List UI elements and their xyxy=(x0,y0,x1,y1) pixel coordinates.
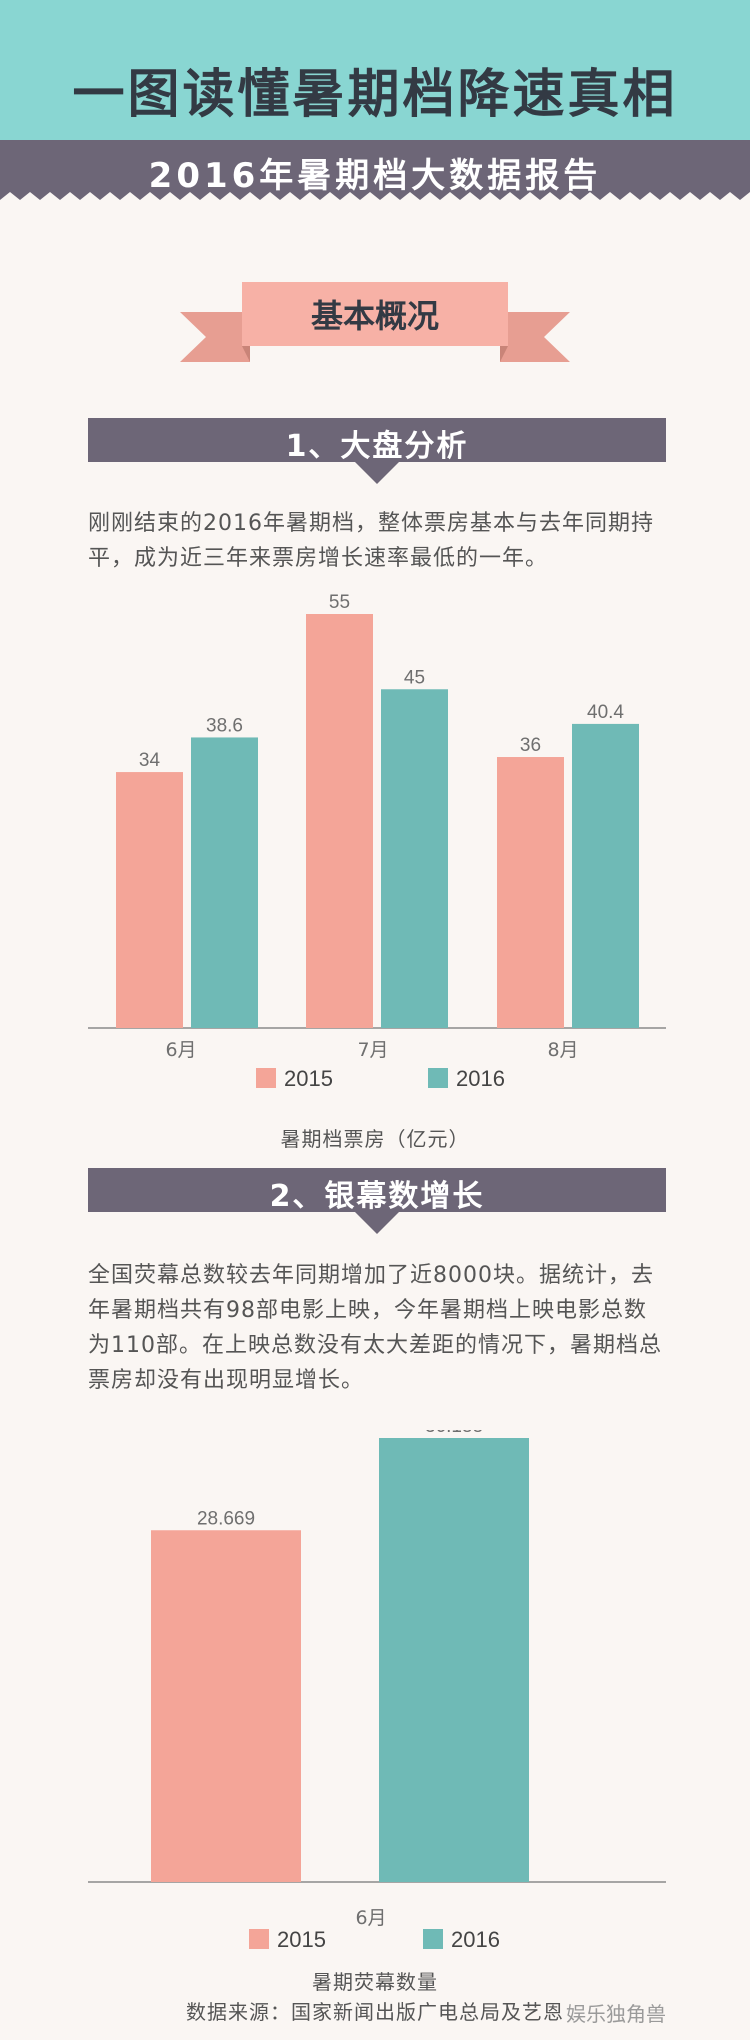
value-label-2015-1: 55 xyxy=(329,592,350,613)
chart2-caption: 暑期荧幕数量 xyxy=(312,1970,438,1994)
bar-2015-0 xyxy=(116,772,183,1028)
box-office-chart: 34 38.6 6月 55 45 7月 36 40.4 8月 2015 2016 xyxy=(88,592,666,1090)
legend-label-2015: 2015 xyxy=(284,1066,333,1090)
section1-heading-arrow xyxy=(355,462,399,484)
legend-label-2016: 2016 xyxy=(451,1927,500,1952)
bar-2016-0 xyxy=(191,737,258,1028)
value-label-2016-0: 38.6 xyxy=(206,715,243,736)
bar-2016-0 xyxy=(379,1438,529,1882)
legend-swatch-2016 xyxy=(423,1929,443,1949)
page-title: 一图读懂暑期档降速真相 xyxy=(72,65,678,125)
section2-heading: 2、银幕数增长 xyxy=(269,1179,485,1214)
bar-2015-1 xyxy=(306,614,373,1028)
x-tick-label-0: 6月 xyxy=(355,1907,386,1929)
bar-2015-0 xyxy=(151,1530,301,1882)
chart1-caption: 暑期档票房（亿元） xyxy=(280,1127,470,1151)
bar-2016-2 xyxy=(572,723,639,1028)
legend-label-2015: 2015 xyxy=(277,1927,326,1952)
section2-paragraph: 全国荧幕总数较去年同期增加了近8000块。据统计，去年暑期档共有98部电影上映，… xyxy=(88,1263,662,1393)
x-tick-label-1: 7月 xyxy=(357,1039,388,1061)
value-label-2015-0: 34 xyxy=(139,750,161,771)
page-subtitle: 2016年暑期档大数据报告 xyxy=(148,156,602,196)
section-banner xyxy=(180,282,570,362)
section-banner-label: 基本概况 xyxy=(310,297,439,335)
x-tick-label-0: 6月 xyxy=(165,1039,196,1061)
data-source-note: 数据来源：国家新闻出版广电总局及艺恩 xyxy=(186,2000,564,2024)
watermark: 娱乐独角兽 xyxy=(566,2002,666,2026)
value-label-2016-2: 40.4 xyxy=(587,702,624,723)
section1-heading-bar xyxy=(88,418,666,462)
legend-label-2016: 2016 xyxy=(456,1066,505,1090)
legend-swatch-2016 xyxy=(428,1068,448,1088)
legend-swatch-2015 xyxy=(256,1068,276,1088)
section1-paragraph: 刚刚结束的2016年暑期档，整体票房基本与去年同期持平，成为近三年来票房增长速率… xyxy=(88,511,654,571)
value-label-2015-0: 28.669 xyxy=(197,1508,255,1529)
section2-heading-bar xyxy=(88,1168,666,1212)
bar-2016-1 xyxy=(381,689,448,1028)
value-label-2016-0: 36.188 xyxy=(425,1430,483,1437)
bar-2015-2 xyxy=(497,757,564,1028)
screen-count-chart: 28.669 36.188 6月 2015 2016 xyxy=(88,1430,666,1952)
subtitle-ribbon xyxy=(0,140,750,200)
section1-heading: 1、大盘分析 xyxy=(285,429,469,464)
value-label-2015-2: 36 xyxy=(520,735,541,756)
section2-heading-arrow xyxy=(355,1212,399,1234)
legend-swatch-2015 xyxy=(249,1929,269,1949)
header-band xyxy=(0,0,750,140)
value-label-2016-1: 45 xyxy=(404,667,425,688)
x-tick-label-2: 8月 xyxy=(547,1039,578,1061)
